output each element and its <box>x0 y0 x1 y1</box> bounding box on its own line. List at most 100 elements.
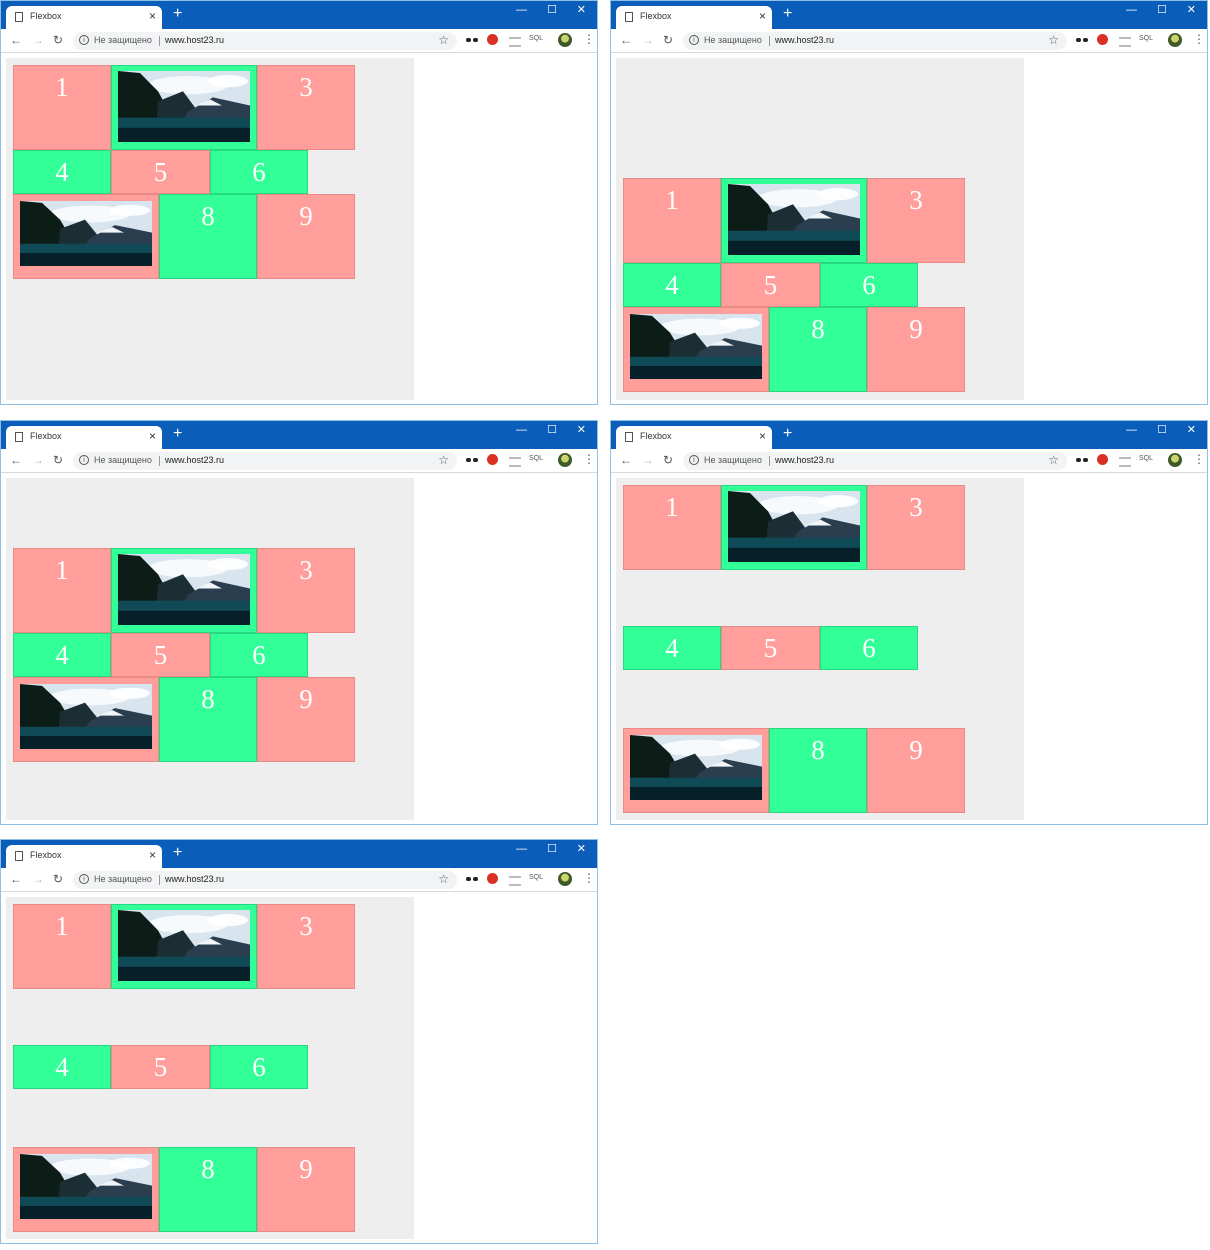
sql-icon[interactable]: SQL <box>529 35 544 42</box>
layers-icon[interactable] <box>509 37 521 47</box>
red-extension-icon[interactable] <box>1097 454 1108 465</box>
layers-icon[interactable] <box>509 876 521 886</box>
reload-icon[interactable]: ↻ <box>663 453 674 467</box>
glasses-icon[interactable] <box>466 454 478 466</box>
avatar[interactable] <box>1168 453 1182 467</box>
browser-tab[interactable]: Flexbox × <box>6 845 162 868</box>
menu-icon[interactable]: ⋮ <box>583 32 595 46</box>
red-extension-icon[interactable] <box>487 34 498 45</box>
url-text[interactable]: www.host23.ru <box>165 874 225 884</box>
info-icon[interactable]: i <box>689 35 699 45</box>
minimize-button[interactable]: — <box>516 843 527 855</box>
red-extension-icon[interactable] <box>1097 34 1108 45</box>
minimize-button[interactable]: — <box>516 424 527 436</box>
layers-icon[interactable] <box>509 457 521 467</box>
sql-icon[interactable]: SQL <box>1139 35 1154 42</box>
avatar[interactable] <box>558 872 572 886</box>
new-tab-button[interactable]: + <box>783 425 793 442</box>
star-icon[interactable]: ☆ <box>438 872 449 886</box>
reload-icon[interactable]: ↻ <box>663 33 674 47</box>
maximize-button[interactable]: ☐ <box>1157 4 1167 16</box>
sql-icon[interactable]: SQL <box>529 455 544 462</box>
star-icon[interactable]: ☆ <box>438 453 449 467</box>
reload-icon[interactable]: ↻ <box>53 453 64 467</box>
address-bar[interactable]: i Не защищено www.host23.ru ☆ <box>683 32 1067 50</box>
landscape-photo <box>118 554 250 625</box>
landscape-photo <box>630 735 762 800</box>
maximize-button[interactable]: ☐ <box>547 424 557 436</box>
address-bar[interactable]: i Не защищено www.host23.ru ☆ <box>683 452 1067 470</box>
browser-tab[interactable]: Flexbox × <box>616 6 772 29</box>
close-window-button[interactable]: ✕ <box>1186 4 1196 16</box>
back-icon[interactable]: ← <box>10 453 22 467</box>
close-window-button[interactable]: ✕ <box>576 424 586 436</box>
red-extension-icon[interactable] <box>487 454 498 465</box>
star-icon[interactable]: ☆ <box>438 33 449 47</box>
sql-icon[interactable]: SQL <box>1139 455 1154 462</box>
forward-icon[interactable]: → <box>32 453 44 467</box>
browser-tab[interactable]: Flexbox × <box>6 426 162 449</box>
omnibox-divider <box>159 456 160 466</box>
forward-icon[interactable]: → <box>642 453 654 467</box>
menu-icon[interactable]: ⋮ <box>1193 452 1205 466</box>
forward-icon[interactable]: → <box>32 872 44 886</box>
tab-close-icon[interactable]: × <box>758 429 766 443</box>
new-tab-button[interactable]: + <box>173 844 183 861</box>
back-icon[interactable]: ← <box>10 872 22 886</box>
maximize-button[interactable]: ☐ <box>1157 424 1167 436</box>
info-icon[interactable]: i <box>79 455 89 465</box>
back-icon[interactable]: ← <box>620 33 632 47</box>
glasses-icon[interactable] <box>466 34 478 46</box>
close-window-button[interactable]: ✕ <box>576 4 586 16</box>
avatar[interactable] <box>558 453 572 467</box>
menu-icon[interactable]: ⋮ <box>583 871 595 885</box>
close-window-button[interactable]: ✕ <box>576 843 586 855</box>
glasses-icon[interactable] <box>1076 34 1088 46</box>
close-window-button[interactable]: ✕ <box>1186 424 1196 436</box>
glasses-icon[interactable] <box>466 873 478 885</box>
url-text[interactable]: www.host23.ru <box>775 35 835 45</box>
new-tab-button[interactable]: + <box>173 425 183 442</box>
info-icon[interactable]: i <box>689 455 699 465</box>
avatar[interactable] <box>558 33 572 47</box>
url-text[interactable]: www.host23.ru <box>775 455 835 465</box>
maximize-button[interactable]: ☐ <box>547 843 557 855</box>
forward-icon[interactable]: → <box>32 33 44 47</box>
minimize-button[interactable]: — <box>516 4 527 16</box>
new-tab-button[interactable]: + <box>783 5 793 22</box>
tab-close-icon[interactable]: × <box>758 9 766 23</box>
info-icon[interactable]: i <box>79 35 89 45</box>
security-label: Не защищено <box>704 455 762 465</box>
reload-icon[interactable]: ↻ <box>53 33 64 47</box>
new-tab-button[interactable]: + <box>173 5 183 22</box>
url-text[interactable]: www.host23.ru <box>165 35 225 45</box>
back-icon[interactable]: ← <box>620 453 632 467</box>
info-icon[interactable]: i <box>79 874 89 884</box>
maximize-button[interactable]: ☐ <box>547 4 557 16</box>
reload-icon[interactable]: ↻ <box>53 872 64 886</box>
url-text[interactable]: www.host23.ru <box>165 455 225 465</box>
menu-icon[interactable]: ⋮ <box>1193 32 1205 46</box>
back-icon[interactable]: ← <box>10 33 22 47</box>
layers-icon[interactable] <box>1119 37 1131 47</box>
address-bar[interactable]: i Не защищено www.host23.ru ☆ <box>73 452 457 470</box>
menu-icon[interactable]: ⋮ <box>583 452 595 466</box>
star-icon[interactable]: ☆ <box>1048 453 1059 467</box>
browser-tab[interactable]: Flexbox × <box>6 6 162 29</box>
address-bar[interactable]: i Не защищено www.host23.ru ☆ <box>73 32 457 50</box>
red-extension-icon[interactable] <box>487 873 498 884</box>
tab-close-icon[interactable]: × <box>148 848 156 862</box>
minimize-button[interactable]: — <box>1126 424 1137 436</box>
avatar[interactable] <box>1168 33 1182 47</box>
layers-icon[interactable] <box>1119 457 1131 467</box>
tab-close-icon[interactable]: × <box>148 429 156 443</box>
forward-icon[interactable]: → <box>642 33 654 47</box>
star-icon[interactable]: ☆ <box>1048 33 1059 47</box>
browser-tab[interactable]: Flexbox × <box>616 426 772 449</box>
sql-icon[interactable]: SQL <box>529 874 544 881</box>
flex-item-3: 3 <box>867 485 965 570</box>
address-bar[interactable]: i Не защищено www.host23.ru ☆ <box>73 871 457 889</box>
minimize-button[interactable]: — <box>1126 4 1137 16</box>
glasses-icon[interactable] <box>1076 454 1088 466</box>
tab-close-icon[interactable]: × <box>148 9 156 23</box>
